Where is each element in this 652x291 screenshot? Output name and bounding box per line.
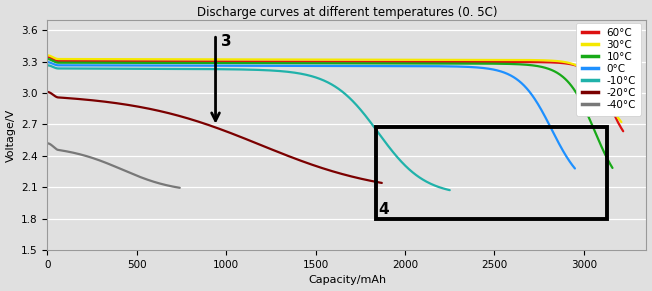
30°C — [409, 58, 417, 61]
-20°C — [256, 143, 264, 147]
-10°C — [446, 188, 454, 192]
10°C — [44, 57, 52, 61]
-20°C — [44, 90, 52, 94]
-10°C — [288, 70, 295, 74]
0°C — [76, 64, 83, 67]
0°C — [44, 61, 52, 64]
0°C — [364, 64, 372, 68]
30°C — [79, 57, 87, 61]
0°C — [379, 64, 387, 68]
-10°C — [390, 151, 398, 155]
10°C — [78, 61, 86, 65]
-10°C — [349, 99, 357, 103]
-10°C — [44, 63, 52, 67]
-20°C — [297, 159, 305, 163]
30°C — [44, 54, 52, 57]
-10°C — [300, 72, 308, 76]
Line: 60°C: 60°C — [48, 57, 623, 131]
Title: Discharge curves at different temperatures (0. 5C): Discharge curves at different temperatur… — [197, 6, 497, 19]
-10°C — [277, 70, 285, 73]
60°C — [539, 61, 547, 64]
30°C — [392, 58, 400, 61]
60°C — [481, 60, 488, 64]
-20°C — [246, 139, 254, 143]
30°C — [617, 120, 625, 124]
10°C — [387, 62, 394, 65]
-40°C — [121, 169, 128, 172]
0°C — [443, 65, 451, 68]
30°C — [377, 58, 385, 61]
10°C — [372, 62, 379, 65]
Text: 4: 4 — [378, 202, 389, 217]
-40°C — [158, 182, 166, 186]
-20°C — [64, 96, 72, 100]
30°C — [479, 58, 486, 62]
Y-axis label: Voltage/V: Voltage/V — [6, 108, 16, 162]
10°C — [404, 62, 411, 65]
Line: 30°C: 30°C — [48, 55, 621, 122]
0°C — [497, 70, 505, 73]
30°C — [538, 58, 546, 62]
60°C — [79, 59, 87, 63]
-40°C — [52, 147, 59, 150]
Bar — [376, 127, 607, 219]
10°C — [608, 166, 616, 170]
-40°C — [176, 186, 184, 189]
-10°C — [68, 67, 76, 70]
Line: 0°C: 0°C — [48, 62, 575, 168]
60°C — [410, 60, 418, 63]
-40°C — [144, 178, 152, 182]
Line: -20°C: -20°C — [48, 92, 382, 183]
60°C — [619, 129, 627, 133]
0°C — [350, 64, 358, 68]
0°C — [571, 167, 579, 170]
10°C — [472, 62, 480, 65]
60°C — [378, 60, 386, 63]
-40°C — [124, 170, 132, 174]
-40°C — [44, 142, 52, 145]
-40°C — [128, 172, 136, 175]
-20°C — [331, 170, 339, 174]
Line: -10°C: -10°C — [48, 65, 450, 190]
Line: -40°C: -40°C — [48, 143, 180, 188]
Legend: 60°C, 30°C, 10°C, 0°C, -10°C, -20°C, -40°C: 60°C, 30°C, 10°C, 0°C, -10°C, -20°C, -40… — [576, 23, 641, 116]
60°C — [393, 60, 401, 63]
X-axis label: Capacity/mAh: Capacity/mAh — [308, 276, 386, 285]
Text: 3: 3 — [221, 34, 231, 49]
-20°C — [378, 181, 386, 185]
-20°C — [238, 136, 246, 139]
60°C — [44, 55, 52, 59]
Line: 10°C: 10°C — [48, 59, 612, 168]
10°C — [530, 64, 538, 67]
